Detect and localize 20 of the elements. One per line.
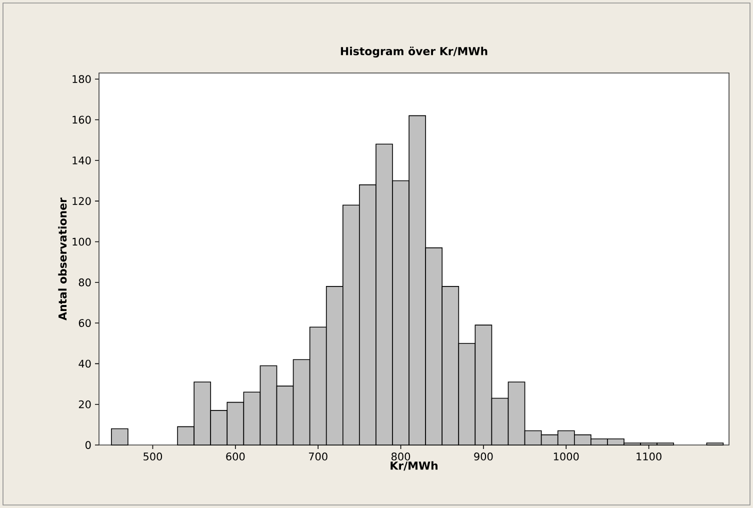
x-tick-label: 500 bbox=[144, 452, 162, 460]
y-tick-label: 80 bbox=[78, 278, 91, 286]
x-tick-label: 1100 bbox=[636, 452, 662, 460]
y-tick-label: 60 bbox=[78, 319, 91, 327]
y-tick-label: 20 bbox=[78, 400, 91, 408]
chart-title: Histogram över Kr/MWh bbox=[340, 46, 488, 58]
y-axis-title: Antal observationer bbox=[58, 198, 67, 320]
y-tick-label: 40 bbox=[78, 360, 91, 368]
x-axis-title: Kr/MWh bbox=[390, 461, 438, 471]
x-tick-label: 800 bbox=[392, 452, 410, 460]
x-tick-label: 600 bbox=[226, 452, 245, 460]
y-tick-label: 100 bbox=[72, 238, 91, 246]
y-tick-label: 160 bbox=[72, 116, 91, 124]
y-tick-label: 180 bbox=[72, 75, 91, 84]
y-tick-label: 120 bbox=[72, 197, 91, 206]
y-tick-label: 0 bbox=[86, 441, 91, 449]
y-tick-label: 140 bbox=[72, 156, 91, 164]
x-tick-label: 1000 bbox=[554, 452, 579, 460]
x-tick-label: 700 bbox=[308, 452, 328, 460]
x-tick-label: 900 bbox=[474, 452, 493, 460]
